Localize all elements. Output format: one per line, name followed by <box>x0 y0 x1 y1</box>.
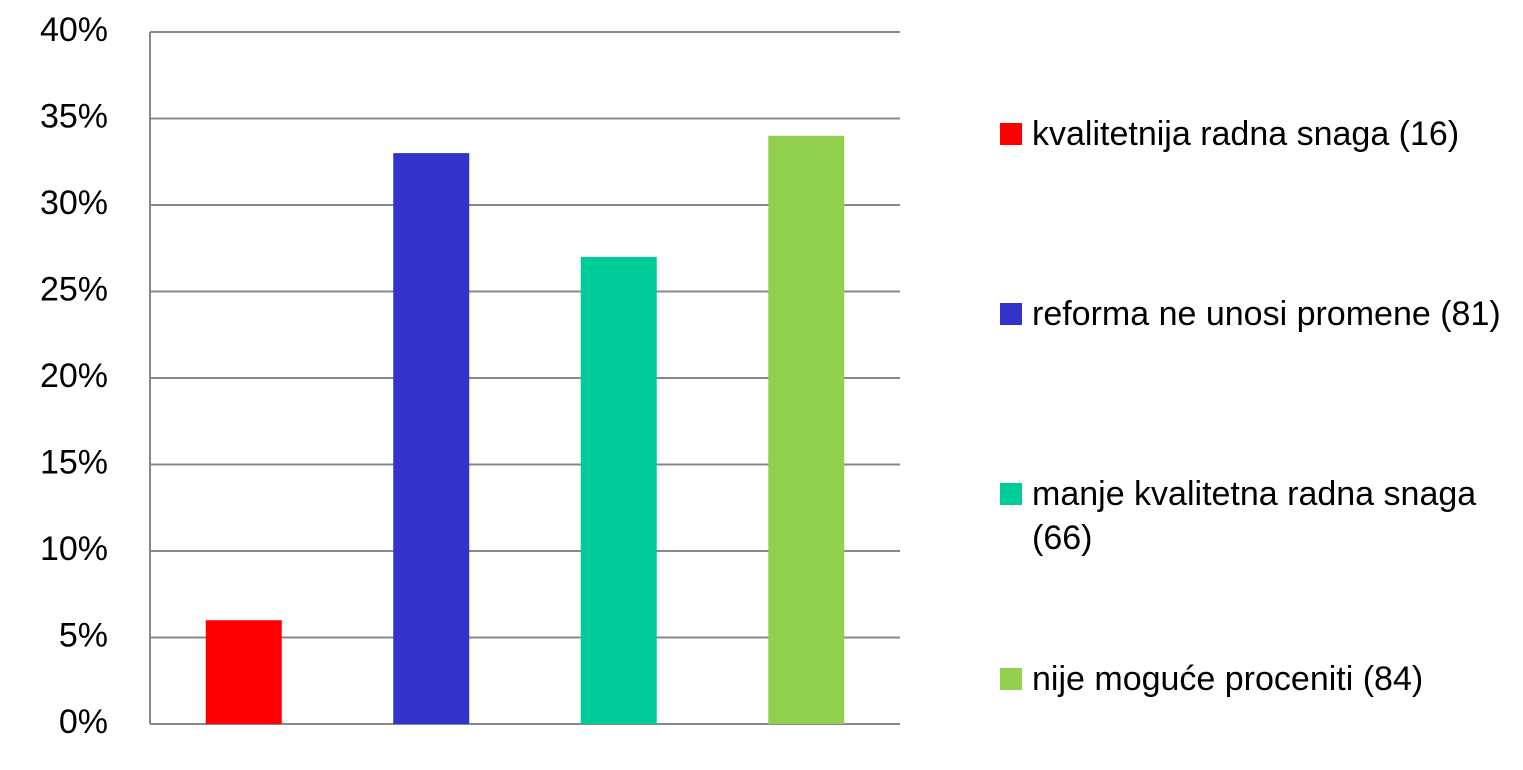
bar <box>768 135 845 725</box>
y-tick-label: 25% <box>40 270 108 308</box>
legend-item: manje kvalitetna radna snaga (66) <box>1000 472 1520 560</box>
legend-swatch <box>1000 483 1022 505</box>
bar <box>580 256 657 724</box>
y-tick-label: 10% <box>40 530 108 568</box>
y-tick-label: 35% <box>40 97 108 135</box>
bar <box>393 153 470 725</box>
legend-swatch <box>1000 303 1022 325</box>
y-tick-label: 15% <box>40 443 108 481</box>
y-tick-label: 20% <box>40 357 108 395</box>
legend-swatch <box>1000 123 1022 145</box>
legend-item: reforma ne unosi promene (81) <box>1000 292 1520 336</box>
y-tick-label: 0% <box>59 703 108 741</box>
legend-swatch <box>1000 668 1022 690</box>
legend-item: kvalitetnija radna snaga (16) <box>1000 112 1520 156</box>
y-tick-label: 5% <box>59 616 108 654</box>
y-tick-label: 40% <box>40 11 108 49</box>
legend-item: nije moguće proceniti (84) <box>1000 657 1520 701</box>
bar <box>205 620 282 724</box>
y-tick-label: 30% <box>40 184 108 222</box>
legend-label: manje kvalitetna radna snaga (66) <box>1032 475 1477 557</box>
legend-label: nije moguće proceniti (84) <box>1032 660 1424 698</box>
legend-label: kvalitetnija radna snaga (16) <box>1032 115 1460 153</box>
legend-label: reforma ne unosi promene (81) <box>1032 295 1501 333</box>
